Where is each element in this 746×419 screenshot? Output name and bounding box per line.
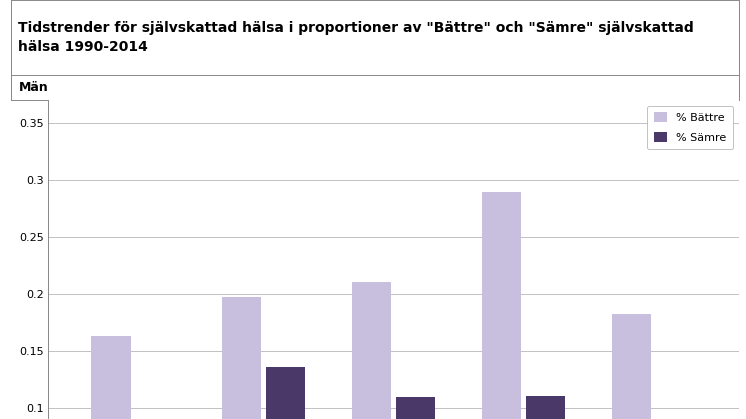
Legend: % Bättre, % Sämre: % Bättre, % Sämre <box>648 106 733 149</box>
Bar <box>482 192 521 419</box>
Bar <box>396 397 435 419</box>
Text: Män: Män <box>19 81 48 94</box>
Bar <box>92 336 131 419</box>
Bar <box>266 367 305 419</box>
Bar <box>352 282 391 419</box>
Bar <box>222 297 260 419</box>
Bar <box>612 314 651 419</box>
Text: Tidstrender för självskattad hälsa i proportioner av "Bättre" och "Sämre" självs: Tidstrender för självskattad hälsa i pro… <box>19 21 695 35</box>
Text: hälsa 1990-2014: hälsa 1990-2014 <box>19 40 148 54</box>
Bar <box>527 396 565 419</box>
